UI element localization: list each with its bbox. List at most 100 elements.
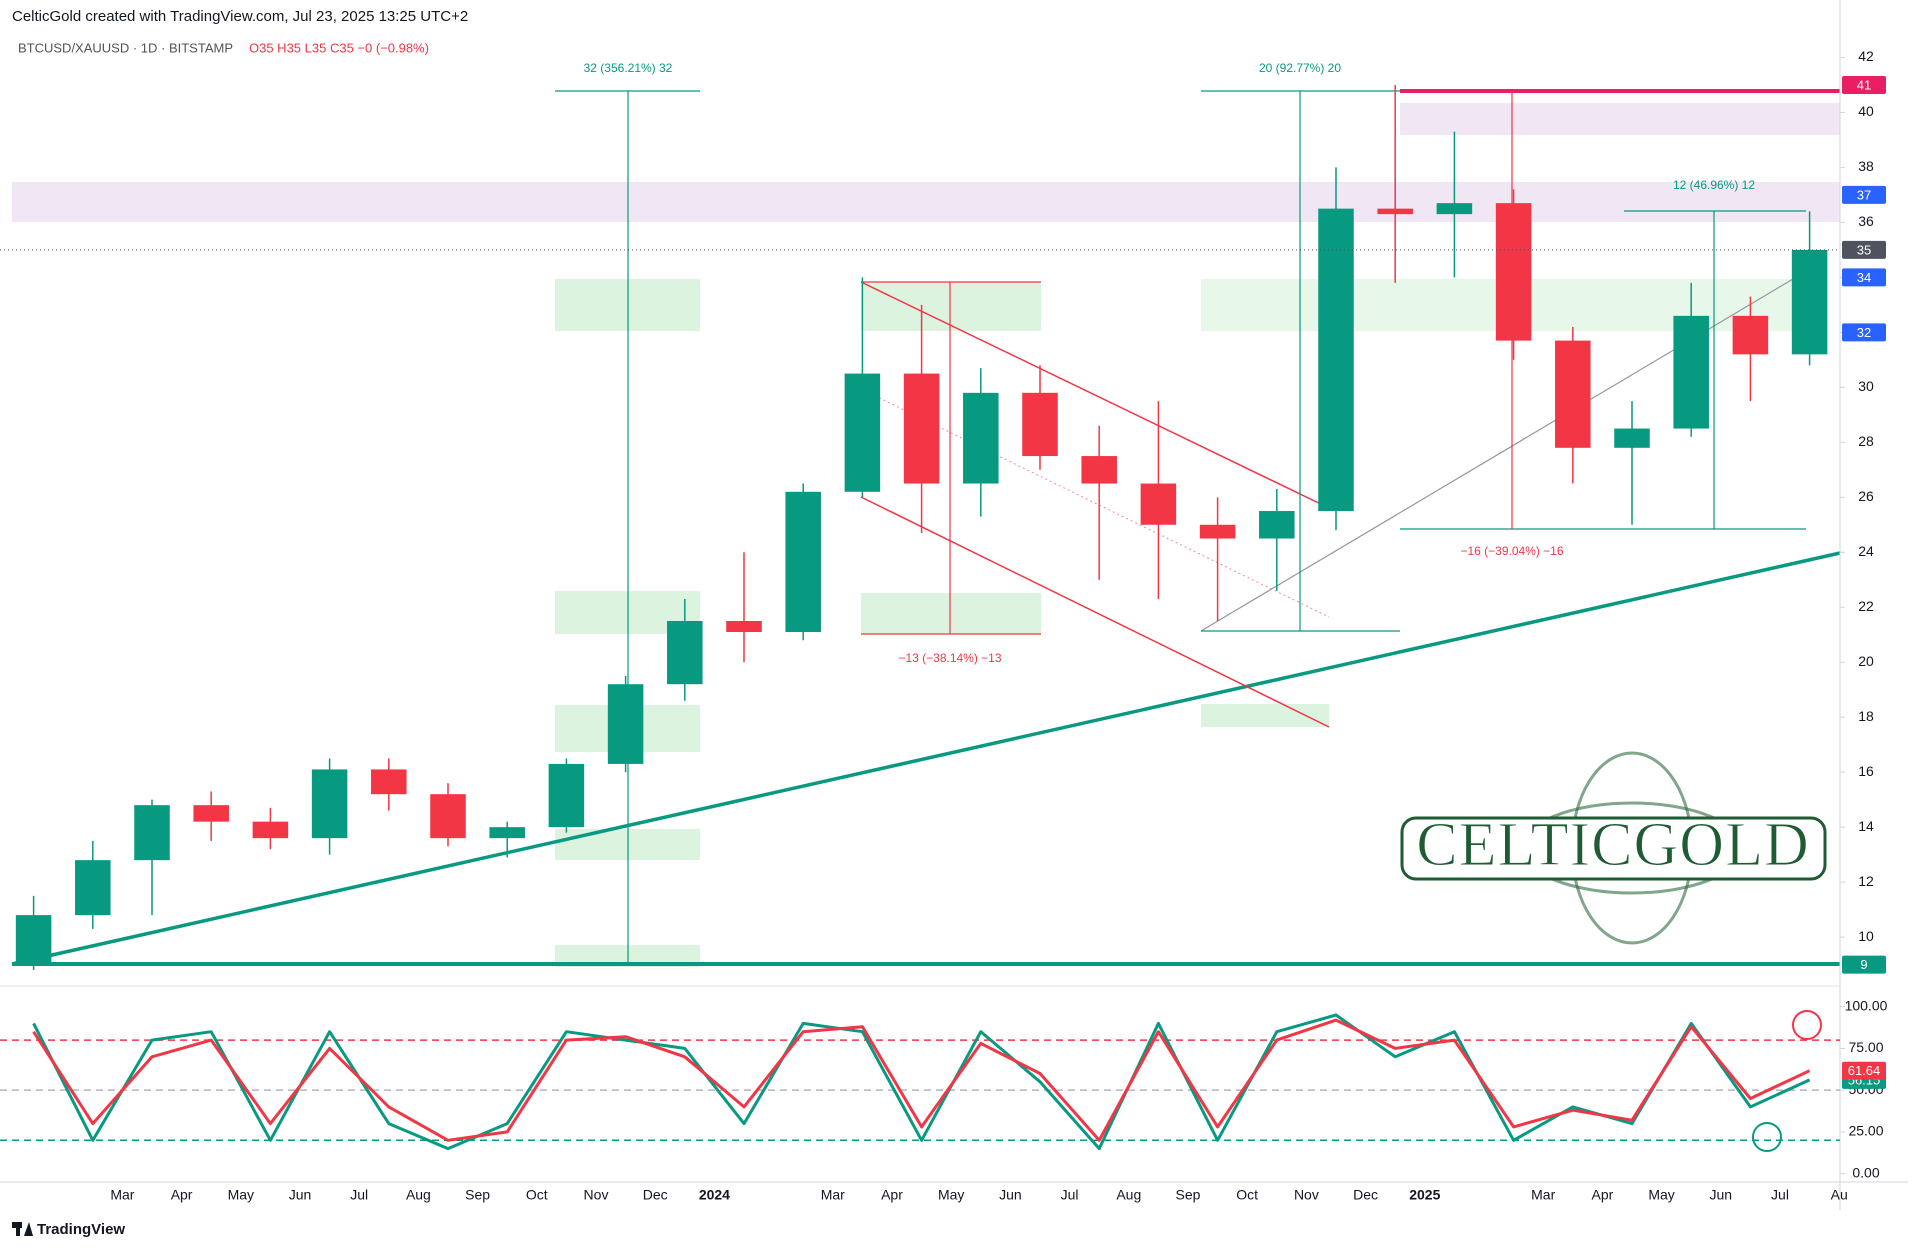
trend-line (11, 551, 1841, 966)
y-tick-label: 10 (1858, 928, 1874, 944)
measure-label: 32 (356.21%) 32 (584, 61, 673, 75)
measure-label: −16 (−39.04%) −16 (1460, 544, 1563, 558)
x-tick-label: Oct (526, 1187, 548, 1203)
logo-text: CELTICGOLD (1416, 811, 1809, 879)
price-badge (1842, 240, 1886, 259)
x-tick-label: Sep (1176, 1187, 1201, 1203)
candle-body (1318, 208, 1354, 512)
measure-label: −13 (−38.14%) −13 (898, 651, 1001, 665)
x-tick-label: Apr (171, 1187, 193, 1203)
x-tick-label: Au (1831, 1187, 1848, 1203)
price-badge (1842, 185, 1886, 204)
candle-body (726, 620, 762, 632)
measure-label: 20 (92.77%) 20 (1259, 61, 1341, 75)
candle-body (1614, 428, 1650, 448)
y-tick-label: 24 (1858, 543, 1874, 559)
price-badge (1842, 323, 1886, 342)
candle-body (1259, 511, 1295, 539)
candle-body (1022, 392, 1058, 457)
y-tick-label: 100.00 (1845, 997, 1888, 1013)
x-tick-label: 2024 (699, 1187, 730, 1203)
logo-frame (1400, 816, 1827, 881)
candle-body (489, 827, 525, 839)
y-tick-label: 14 (1858, 818, 1874, 834)
candle-body (903, 373, 940, 484)
price-badge (1842, 955, 1886, 974)
price-badge-label: 32 (1857, 325, 1871, 340)
y-tick-label: 18 (1858, 708, 1874, 724)
channel-line (860, 496, 1330, 728)
x-tick-label: May (1648, 1187, 1674, 1203)
x-tick-label: Jun (1710, 1187, 1733, 1203)
y-tick-label: 28 (1858, 433, 1874, 449)
price-badge-label: 37 (1857, 187, 1871, 202)
price-badge (1842, 75, 1886, 94)
x-tick-label: Oct (1236, 1187, 1258, 1203)
y-tick-label: 26 (1858, 488, 1874, 504)
candle-body (607, 684, 644, 764)
candle-body (430, 794, 466, 839)
candle-body (371, 769, 407, 795)
x-tick-label: Mar (1531, 1187, 1555, 1203)
y-tick-label: 12 (1858, 873, 1874, 889)
x-tick-label: Dec (1353, 1187, 1378, 1203)
symbol: BTCUSD/XAUUSD · 1D · BITSTAMP (18, 40, 233, 55)
candle-body (1673, 315, 1709, 429)
candle-body (75, 860, 111, 916)
price-badge-label: 34 (1857, 270, 1871, 285)
candle-body (134, 805, 170, 861)
candle-body (963, 392, 999, 484)
y-tick-label: 16 (1858, 763, 1874, 779)
logo-icon (24, 1222, 33, 1236)
candle-body (1732, 315, 1769, 355)
y-tick-label: 20 (1858, 653, 1874, 669)
chart-title: CelticGold created with TradingView.com,… (12, 8, 468, 25)
candle-body (1377, 208, 1413, 215)
candle-body (1081, 456, 1117, 484)
x-tick-label: Jul (1771, 1187, 1789, 1203)
ohlc-status: O35 H35 L35 C35 −0 (−0.98%) (249, 40, 429, 55)
candle-body (1199, 524, 1236, 539)
oscillator-line (32, 1013, 1811, 1151)
x-tick-label: Jul (1061, 1187, 1079, 1203)
x-tick-label: 2025 (1409, 1187, 1440, 1203)
zone (861, 282, 1041, 331)
x-tick-label: Sep (465, 1187, 490, 1203)
candle-body (1791, 249, 1828, 355)
y-tick-label: 30 (1858, 378, 1874, 394)
x-tick-label: Jun (289, 1187, 312, 1203)
trend-line (1200, 259, 1826, 632)
footer-source: TradingView (37, 1221, 125, 1238)
x-tick-label: Nov (584, 1187, 609, 1203)
y-tick-label: 22 (1858, 598, 1874, 614)
y-tick-label: 36 (1858, 213, 1874, 229)
y-tick-label: 25.00 (1848, 1123, 1883, 1139)
price-badge (1842, 268, 1886, 287)
resistance-zone (12, 182, 1840, 222)
zone (861, 593, 1041, 634)
zone (1201, 704, 1329, 727)
candle-body (548, 763, 585, 828)
price-badge-label: 61.64 (1848, 1063, 1881, 1078)
x-tick-label: May (938, 1187, 964, 1203)
x-tick-label: May (228, 1187, 254, 1203)
price-badge-label: 41 (1857, 77, 1871, 92)
y-tick-label: 38 (1858, 158, 1874, 174)
price-badge-label: 9 (1860, 957, 1867, 972)
highlight-circle (1792, 1010, 1822, 1040)
candle-body (1495, 203, 1532, 341)
x-tick-label: Apr (881, 1187, 903, 1203)
x-tick-label: Aug (1116, 1187, 1141, 1203)
candle-body (1140, 483, 1177, 525)
price-badge-label: 35 (1857, 242, 1871, 257)
price-badge (1842, 1061, 1886, 1080)
candle-body (667, 620, 703, 685)
x-tick-label: Dec (643, 1187, 668, 1203)
x-tick-label: Aug (406, 1187, 431, 1203)
y-tick-label: 0.00 (1852, 1164, 1879, 1180)
x-tick-label: Apr (1592, 1187, 1614, 1203)
channel-line (860, 281, 1330, 509)
candle-body (193, 805, 229, 822)
footer-logo: TradingView (12, 1221, 125, 1238)
